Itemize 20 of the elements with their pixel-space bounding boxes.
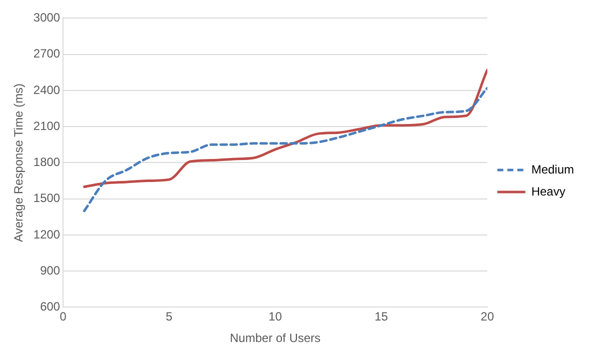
y-axis-title: Average Response Time (ms)	[12, 83, 26, 242]
line-series	[83, 86, 488, 212]
x-tick-label: 20	[480, 310, 494, 324]
legend-label: Medium	[531, 162, 574, 176]
y-tick-label: 1800	[33, 155, 60, 170]
y-tick-label: 2700	[33, 46, 60, 61]
line-series	[83, 68, 488, 188]
y-tick-label: 600	[40, 300, 60, 314]
y-tick-label: 1500	[33, 191, 60, 206]
y-tick-label: 2400	[33, 82, 60, 97]
y-tick-label: 1200	[33, 227, 60, 242]
x-tick-label: 15	[374, 310, 388, 324]
x-axis-title: Number of Users	[230, 331, 321, 346]
y-tick-label: 2100	[33, 118, 60, 133]
x-tick-label: 0	[60, 310, 67, 324]
legend-label: Heavy	[531, 184, 566, 198]
y-tick-label: 3000	[33, 10, 60, 25]
x-tick-label: 10	[268, 310, 282, 324]
x-tick-label: 5	[166, 310, 173, 324]
y-tick-label: 900	[40, 263, 60, 278]
